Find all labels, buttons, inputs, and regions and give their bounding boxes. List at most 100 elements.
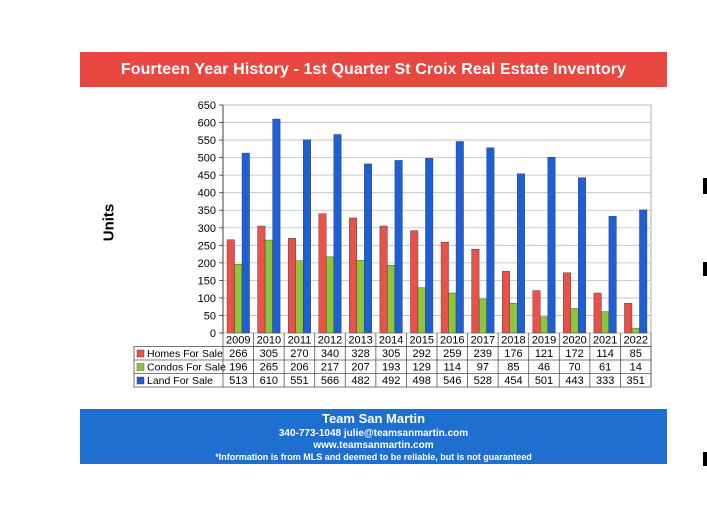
- bar-homes-for-sale: [257, 225, 266, 334]
- legend-swatch: [136, 363, 145, 371]
- bar-homes-for-sale: [440, 241, 449, 334]
- data-value: 443: [565, 375, 583, 387]
- data-value: 513: [229, 375, 247, 387]
- y-tick-label: 100: [198, 293, 216, 305]
- data-value: 114: [596, 348, 614, 360]
- x-tick-label: 2021: [593, 335, 617, 347]
- data-value: 328: [351, 348, 369, 360]
- footer-team-name: Team San Martin: [321, 411, 426, 426]
- y-tick-label: 200: [198, 258, 216, 270]
- data-value: 610: [260, 375, 278, 387]
- bar-land-for-sale: [486, 147, 495, 334]
- y-tick-label: 500: [198, 153, 216, 165]
- data-value: 207: [351, 362, 369, 374]
- bar-homes-for-sale: [410, 230, 419, 334]
- bar-land-for-sale: [272, 118, 281, 334]
- data-value: 196: [229, 362, 247, 374]
- bar-condos-for-sale: [264, 239, 273, 334]
- y-tick-label: 600: [198, 118, 216, 130]
- y-tick-label: 250: [198, 240, 216, 252]
- data-value: 193: [382, 362, 400, 374]
- data-value: 292: [413, 348, 431, 360]
- bar-land-for-sale: [578, 177, 587, 334]
- bar-homes-for-sale: [624, 302, 633, 334]
- x-tick-label: 2022: [623, 335, 647, 347]
- y-tick-label: 300: [198, 223, 216, 235]
- data-value: 305: [382, 348, 400, 360]
- bar-land-for-sale: [516, 173, 525, 334]
- footer-banner: Team San Martin 340-773-1048 julie@teams…: [80, 409, 667, 464]
- bar-condos-for-sale: [509, 302, 518, 334]
- data-value: 566: [321, 375, 339, 387]
- data-value: 239: [474, 348, 492, 360]
- data-value: 14: [630, 362, 642, 374]
- data-value: 176: [504, 348, 522, 360]
- bar-condos-for-sale: [601, 311, 610, 334]
- x-tick-label: 2019: [532, 335, 556, 347]
- bar-condos-for-sale: [448, 292, 457, 334]
- x-tick-label: 2015: [409, 335, 433, 347]
- bar-land-for-sale: [608, 215, 617, 334]
- data-value: 454: [504, 375, 522, 387]
- bar-land-for-sale: [455, 141, 464, 334]
- bar-homes-for-sale: [501, 271, 510, 334]
- data-value: 333: [596, 375, 614, 387]
- y-tick-label: 350: [198, 205, 216, 217]
- data-value: 217: [321, 362, 339, 374]
- x-tick-label: 2013: [348, 335, 372, 347]
- x-tick-label: 2018: [501, 335, 525, 347]
- data-value: 114: [444, 362, 462, 374]
- bar-condos-for-sale: [540, 316, 548, 334]
- data-value: 85: [630, 348, 642, 360]
- bar-land-for-sale: [425, 158, 434, 334]
- data-value: 501: [535, 375, 553, 387]
- footer-website: www.teamsanmartin.com: [313, 440, 434, 451]
- bar-condos-for-sale: [387, 265, 396, 334]
- bar-land-for-sale: [394, 160, 403, 334]
- bar-condos-for-sale: [631, 327, 640, 334]
- scan-edge-mark: [703, 452, 707, 466]
- bar-land-for-sale: [364, 163, 373, 334]
- data-value: 340: [321, 348, 339, 360]
- x-tick-label: 2016: [440, 335, 464, 347]
- bar-homes-for-sale: [349, 217, 358, 334]
- x-tick-label: 2011: [288, 335, 312, 347]
- bar-land-for-sale: [639, 209, 648, 334]
- x-tick-label: 2020: [562, 335, 586, 347]
- data-value: 85: [507, 362, 519, 374]
- data-value: 172: [565, 348, 583, 360]
- data-value: 70: [568, 362, 580, 374]
- bar-land-for-sale: [547, 157, 556, 334]
- bar-homes-for-sale: [226, 239, 235, 334]
- legend-swatch: [136, 376, 145, 385]
- footer-disclaimer: *Information is from MLS and deemed to b…: [215, 452, 532, 462]
- bar-condos-for-sale: [570, 308, 579, 334]
- bar-condos-for-sale: [478, 298, 487, 334]
- y-tick-label: 400: [198, 188, 216, 200]
- x-tick-label: 2010: [257, 335, 281, 347]
- chart-title: Fourteen Year History - 1st Quarter St C…: [80, 52, 667, 87]
- bar-homes-for-sale: [532, 290, 541, 334]
- data-value: 498: [413, 375, 431, 387]
- y-tick-label: 550: [198, 135, 216, 147]
- data-value: 551: [290, 375, 308, 387]
- bar-condos-for-sale: [356, 260, 365, 334]
- y-tick-label: 150: [198, 275, 216, 287]
- data-value: 266: [229, 348, 247, 360]
- scan-edge-mark: [703, 262, 707, 276]
- data-value: 270: [290, 348, 308, 360]
- data-value: 97: [477, 362, 489, 374]
- bar-condos-for-sale: [417, 287, 426, 334]
- bar-homes-for-sale: [593, 292, 602, 334]
- data-value: 46: [538, 362, 550, 374]
- x-tick-label: 2014: [379, 335, 403, 347]
- data-value: 305: [260, 348, 278, 360]
- legend-swatch: [136, 349, 145, 358]
- data-value: 61: [599, 362, 611, 374]
- data-value: 129: [413, 362, 431, 374]
- data-value: 351: [627, 375, 645, 387]
- legend-label: Homes For Sale: [147, 348, 223, 360]
- data-value: 206: [290, 362, 308, 374]
- bar-land-for-sale: [241, 152, 250, 334]
